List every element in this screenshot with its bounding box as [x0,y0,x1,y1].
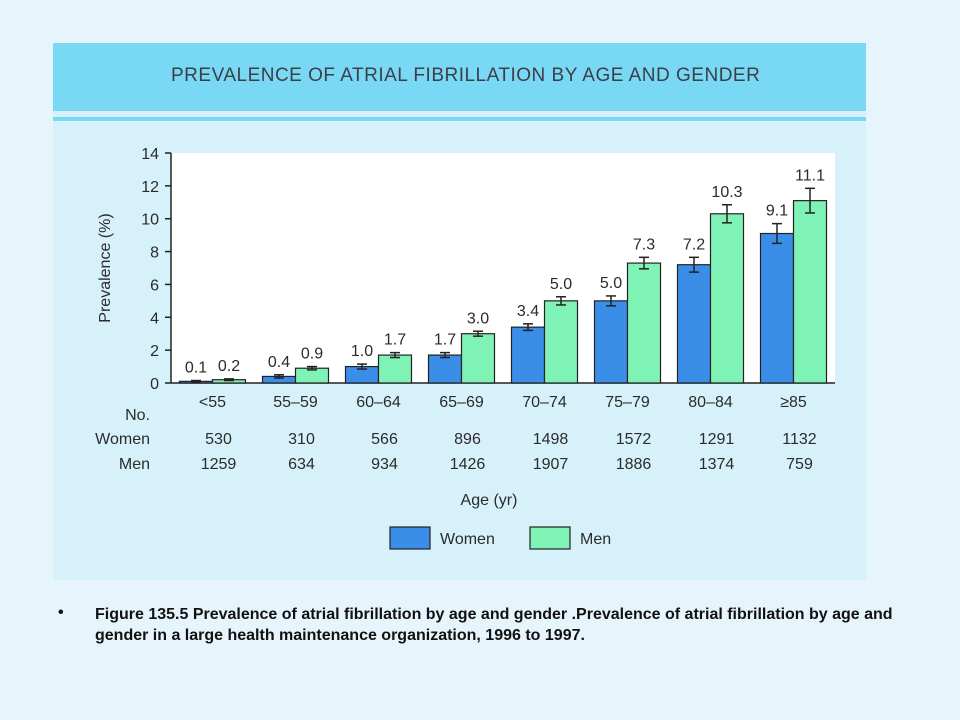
count-value: 310 [288,431,315,448]
count-value: 530 [205,431,232,448]
bar-men [460,333,496,384]
x-tick-label: 65–69 [439,394,484,411]
bar-women [427,354,463,384]
data-label-women: 1.0 [351,343,373,360]
bar-women [593,300,629,384]
y-tick-label: 6 [150,277,159,294]
count-value: 1291 [699,431,735,448]
data-label-women: 5.0 [600,275,622,292]
data-label-men: 0.2 [218,358,240,375]
count-value: 934 [371,456,398,473]
count-value: 1426 [450,456,486,473]
data-label-men: 10.3 [711,184,742,201]
figure-title: PREVALENCE OF ATRIAL FIBRILLATION BY AGE… [171,65,761,86]
legend-label-women: Women [440,531,495,548]
bar-women [676,264,712,384]
y-tick-label: 2 [150,343,159,360]
figure-panel: PREVALENCE OF ATRIAL FIBRILLATION BY AGE… [53,43,866,580]
y-tick-label: 10 [141,212,159,229]
bar-women [759,232,795,384]
x-tick-label: ≥85 [780,394,807,411]
data-label-women: 0.1 [185,360,207,377]
data-label-women: 3.4 [517,303,539,320]
header-divider [53,117,866,121]
x-axis-title: Age (yr) [461,492,518,509]
y-tick-label: 0 [150,376,159,393]
bar-men [626,262,662,384]
y-axis-title: Prevalence (%) [97,213,114,322]
y-tick-label: 4 [150,310,159,327]
bar-men [792,200,828,384]
counts-row-label: Women [95,431,150,448]
count-value: 1132 [782,431,817,448]
data-label-men: 11.1 [795,167,825,184]
bar-chart: 0 2 4 6 8 10 12 14 Prevalence (%) 0.1 0.2 <55 0.4 0.9… [95,146,835,550]
figure-caption: Figure 135.5 Prevalence of atrial fibril… [95,606,893,644]
data-label-women: 1.7 [434,332,456,349]
x-tick-label: 60–64 [356,394,401,411]
count-value: 1886 [616,456,652,473]
count-value: 1259 [201,456,237,473]
data-label-men: 0.9 [301,346,323,363]
data-label-women: 0.4 [268,354,290,371]
legend-swatch-men [529,526,571,550]
data-label-men: 1.7 [384,332,406,349]
bar-men [543,300,579,384]
count-value: 566 [371,431,398,448]
x-tick-label: <55 [199,394,226,411]
data-label-women: 9.1 [766,203,788,220]
x-tick-label: 75–79 [605,394,650,411]
counts-row-label: Men [119,456,150,473]
count-value: 759 [786,456,813,473]
count-value: 634 [288,456,315,473]
data-label-men: 3.0 [467,310,489,327]
y-tick-label: 14 [141,146,159,163]
legend-label-men: Men [580,531,611,548]
count-value: 896 [454,431,481,448]
x-tick-label: 55–59 [273,394,318,411]
counts-header: No. [125,407,150,424]
x-tick-label: 80–84 [688,394,733,411]
figure-header: PREVALENCE OF ATRIAL FIBRILLATION BY AGE… [53,43,866,111]
caption-bullet: • [58,604,64,621]
bar-men [377,354,413,384]
count-value: 1572 [616,431,652,448]
data-label-men: 5.0 [550,276,572,293]
y-tick-label: 8 [150,245,159,262]
legend-swatch-women [389,526,431,550]
data-label-women: 7.2 [683,236,705,253]
count-value: 1374 [699,456,735,473]
y-tick-label: 12 [141,179,159,196]
bar-men [709,213,745,384]
count-value: 1907 [533,456,569,473]
count-value: 1498 [533,431,569,448]
x-tick-label: 70–74 [522,394,567,411]
bar-women [510,326,546,384]
data-label-men: 7.3 [633,236,655,253]
